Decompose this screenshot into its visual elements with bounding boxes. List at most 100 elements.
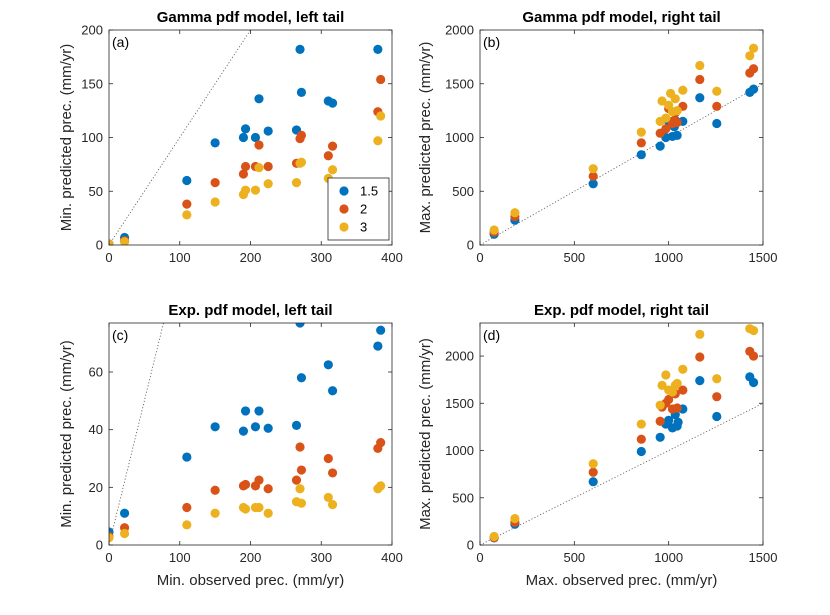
data-point-3-1 xyxy=(510,513,520,524)
data-point-3-15 xyxy=(748,325,759,336)
x-tick-label: 200 xyxy=(240,550,262,565)
data-point-2-10 xyxy=(672,403,682,413)
data-point-1.5-5 xyxy=(240,124,251,134)
data-point-1.5-2 xyxy=(588,477,598,487)
legend-box xyxy=(327,177,390,241)
panel-1: 0 100 200 300 400 0 50 100 150 200 Gamma pdf model… xyxy=(58,9,403,265)
panel-label: (b) xyxy=(483,34,500,50)
data-point-2-2 xyxy=(182,502,192,513)
data-point-1.5-10 xyxy=(672,130,682,140)
y-tick-label: 1000 xyxy=(445,130,474,145)
data-point-1.5-2 xyxy=(588,179,598,189)
data-point-2-8 xyxy=(263,161,273,172)
data-point-1.5-15 xyxy=(376,325,386,335)
data-point-3-6 xyxy=(661,370,671,380)
data-point-1.5-3 xyxy=(636,150,646,160)
one-to-one-line xyxy=(109,30,251,245)
data-point-2-11 xyxy=(296,465,307,475)
data-point-3-13 xyxy=(327,500,338,510)
y-tick-label: 150 xyxy=(81,76,103,91)
data-point-3-15 xyxy=(376,481,386,491)
data-point-2-4 xyxy=(655,416,665,426)
data-point-1.5-8 xyxy=(263,126,273,136)
data-point-3-0 xyxy=(489,531,499,542)
data-point-3-8 xyxy=(263,179,273,189)
chart-title: Gamma pdf model, right tail xyxy=(522,9,720,26)
data-point-3-6 xyxy=(250,185,261,195)
data-point-2-2 xyxy=(588,467,598,477)
data-point-1.5-12 xyxy=(695,93,705,103)
y-tick-label: 40 xyxy=(89,422,103,437)
data-point-1.5-13 xyxy=(327,98,338,108)
data-point-3-16 xyxy=(748,43,759,53)
data-point-3-11 xyxy=(672,106,682,116)
data-point-3-5 xyxy=(657,380,667,390)
data-point-3-6 xyxy=(661,113,671,123)
data-point-3-3 xyxy=(210,197,220,207)
y-tick-label: 100 xyxy=(81,130,103,145)
data-point-1.5-6 xyxy=(250,422,261,432)
x-axis-label: Max. observed prec. (mm/yr) xyxy=(526,572,718,589)
data-point-2-3 xyxy=(636,138,646,148)
legend-label-2: 2 xyxy=(360,202,367,217)
panel-label: (c) xyxy=(112,327,128,343)
data-point-3-2 xyxy=(588,164,598,174)
chart-title: Exp. pdf model, right tail xyxy=(534,302,709,319)
chart-title: Exp. pdf model, left tail xyxy=(168,302,332,319)
data-point-3-2 xyxy=(588,459,598,469)
x-tick-label: 0 xyxy=(105,250,112,265)
y-axis-label: Max. predicted prec. (mm/yr) xyxy=(417,338,434,530)
data-point-1.5-3 xyxy=(636,446,646,457)
data-point-2-15 xyxy=(376,74,386,85)
panel-2: 0 500 1000 1500 0 500 1000 1500 2000 Gamma pdf mo… xyxy=(417,9,777,265)
data-point-3-0 xyxy=(109,533,114,543)
x-tick-label: 1500 xyxy=(749,550,778,565)
data-point-3-9 xyxy=(291,178,302,188)
data-point-3-15 xyxy=(376,111,386,121)
x-tick-label: 0 xyxy=(476,250,483,265)
data-point-3-14 xyxy=(712,86,722,96)
data-point-1.5-12 xyxy=(695,376,705,386)
data-point-1.5-2 xyxy=(182,175,192,186)
data-point-2-7 xyxy=(254,140,264,150)
data-point-2-10 xyxy=(295,442,305,452)
data-point-1.5-11 xyxy=(296,373,307,383)
data-point-1.5-10 xyxy=(673,417,683,427)
data-point-3-7 xyxy=(254,502,264,513)
x-tick-label: 500 xyxy=(563,250,585,265)
y-tick-label: 0 xyxy=(467,238,474,253)
data-point-1.5-1 xyxy=(119,508,130,518)
data-point-3-10 xyxy=(672,378,682,389)
data-point-2-12 xyxy=(323,453,333,464)
data-point-1.5-13 xyxy=(712,118,722,129)
data-point-3-4 xyxy=(655,400,665,410)
data-point-2-13 xyxy=(327,468,338,478)
data-point-1.5-12 xyxy=(323,360,333,370)
legend-label-1.5: 1.5 xyxy=(360,184,378,199)
x-tick-label: 1000 xyxy=(654,550,683,565)
data-point-1.5-4 xyxy=(238,426,249,436)
data-point-3-13 xyxy=(327,165,338,175)
data-point-2-7 xyxy=(254,475,264,485)
data-point-2-3 xyxy=(210,178,220,188)
panel-label: (d) xyxy=(483,327,500,343)
data-point-3-1 xyxy=(510,208,520,218)
data-point-3-0 xyxy=(489,225,499,235)
data-point-2-13 xyxy=(712,392,722,402)
data-point-2-8 xyxy=(263,484,273,494)
x-tick-label: 200 xyxy=(240,250,262,265)
data-point-3-2 xyxy=(182,210,192,220)
legend-marker-2 xyxy=(339,204,349,214)
x-axis-label: Min. observed prec. (mm/yr) xyxy=(157,572,345,589)
legend-marker-1.5 xyxy=(339,186,349,196)
y-tick-label: 1500 xyxy=(445,76,474,91)
data-point-2-5 xyxy=(240,479,251,490)
data-point-2-3 xyxy=(636,434,646,444)
data-point-2-3 xyxy=(210,485,220,495)
data-point-2-11 xyxy=(296,130,307,140)
data-point-1.5-15 xyxy=(376,19,385,28)
data-point-2-15 xyxy=(748,64,759,74)
chart-title: Gamma pdf model, left tail xyxy=(157,9,345,26)
y-tick-label: 2000 xyxy=(445,23,474,38)
